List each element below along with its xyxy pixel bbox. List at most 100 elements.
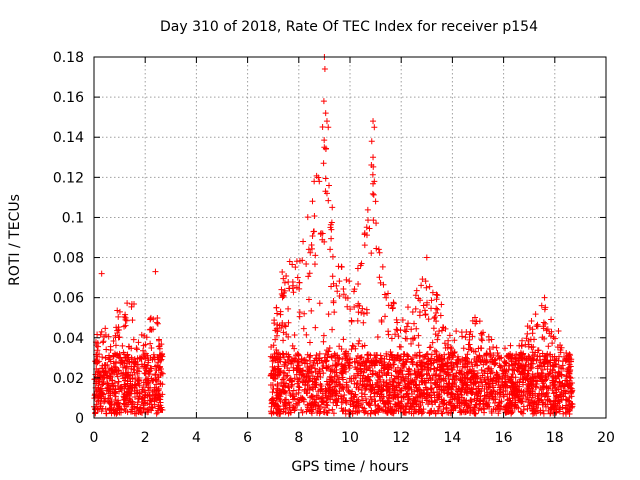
data-point xyxy=(96,368,103,375)
data-point xyxy=(270,357,277,364)
data-point xyxy=(384,400,391,407)
data-point xyxy=(373,245,380,252)
data-point xyxy=(314,409,321,416)
data-point xyxy=(322,110,329,117)
data-point xyxy=(269,395,276,402)
data-point xyxy=(397,379,404,386)
data-point xyxy=(346,360,353,367)
data-point xyxy=(355,386,362,393)
data-point xyxy=(444,359,451,366)
data-point xyxy=(436,354,443,361)
data-point xyxy=(534,363,541,370)
data-point xyxy=(388,365,395,372)
data-point xyxy=(131,393,138,400)
data-point xyxy=(376,274,383,281)
data-point xyxy=(128,356,135,363)
data-point xyxy=(525,337,532,344)
data-point xyxy=(367,410,374,417)
data-point xyxy=(499,373,506,380)
data-point xyxy=(436,403,443,410)
data-point xyxy=(150,377,157,384)
data-point xyxy=(340,291,347,298)
data-point xyxy=(567,374,574,381)
data-point xyxy=(285,351,292,358)
data-point xyxy=(449,366,456,373)
data-point xyxy=(552,409,559,416)
data-point xyxy=(272,327,279,334)
data-point xyxy=(557,349,564,356)
data-point xyxy=(487,376,494,383)
data-point xyxy=(278,389,285,396)
data-point xyxy=(411,320,418,327)
data-point xyxy=(290,289,297,296)
data-point xyxy=(370,118,377,125)
data-point xyxy=(394,319,401,326)
data-point xyxy=(296,397,303,404)
data-point xyxy=(271,351,278,358)
data-point xyxy=(459,379,466,386)
data-point xyxy=(320,399,327,406)
data-point xyxy=(317,373,324,380)
data-point xyxy=(364,309,371,316)
data-point xyxy=(325,197,332,204)
data-point xyxy=(448,345,455,352)
data-point xyxy=(415,295,422,302)
data-point xyxy=(446,384,453,391)
data-point xyxy=(110,338,117,345)
data-point xyxy=(392,367,399,374)
data-point xyxy=(365,373,372,380)
data-point xyxy=(306,270,313,277)
data-point xyxy=(315,174,322,181)
data-point xyxy=(145,406,152,413)
data-point xyxy=(508,374,515,381)
data-point xyxy=(273,347,280,354)
data-point xyxy=(528,360,535,367)
data-point xyxy=(309,232,316,239)
data-point xyxy=(329,273,336,280)
data-point xyxy=(114,307,121,314)
data-point xyxy=(431,356,438,363)
data-point xyxy=(560,393,567,400)
data-point xyxy=(273,409,280,416)
data-point xyxy=(372,410,379,417)
data-point xyxy=(504,373,511,380)
data-point xyxy=(144,409,151,416)
data-point xyxy=(397,356,404,363)
data-point xyxy=(378,355,385,362)
data-point xyxy=(283,272,290,279)
data-point xyxy=(362,408,369,415)
data-point xyxy=(556,391,563,398)
data-point xyxy=(273,402,280,409)
data-point xyxy=(454,353,461,360)
data-point xyxy=(311,381,318,388)
data-point xyxy=(478,331,485,338)
data-point xyxy=(136,382,143,389)
data-point xyxy=(390,395,397,402)
data-point xyxy=(97,331,104,338)
data-point xyxy=(321,238,328,245)
data-point xyxy=(99,354,106,361)
data-point xyxy=(376,373,383,380)
data-point xyxy=(385,391,392,398)
data-point xyxy=(412,292,419,299)
y-tick-label: 0.14 xyxy=(53,130,84,146)
data-point xyxy=(458,386,465,393)
data-point xyxy=(511,386,518,393)
data-point xyxy=(391,353,398,360)
data-point xyxy=(471,404,478,411)
data-point xyxy=(414,388,421,395)
data-point xyxy=(526,392,533,399)
data-point xyxy=(325,311,332,318)
data-point xyxy=(285,305,292,312)
y-axis-label: ROTI / TECUs xyxy=(7,194,23,286)
data-point xyxy=(478,367,485,374)
data-point xyxy=(370,217,377,224)
data-point xyxy=(392,331,399,338)
data-point xyxy=(145,369,152,376)
data-point xyxy=(511,391,518,398)
data-point xyxy=(513,351,520,358)
data-point xyxy=(567,390,574,397)
x-tick-label: 14 xyxy=(443,430,461,446)
data-point xyxy=(386,398,393,405)
data-point xyxy=(422,312,429,319)
